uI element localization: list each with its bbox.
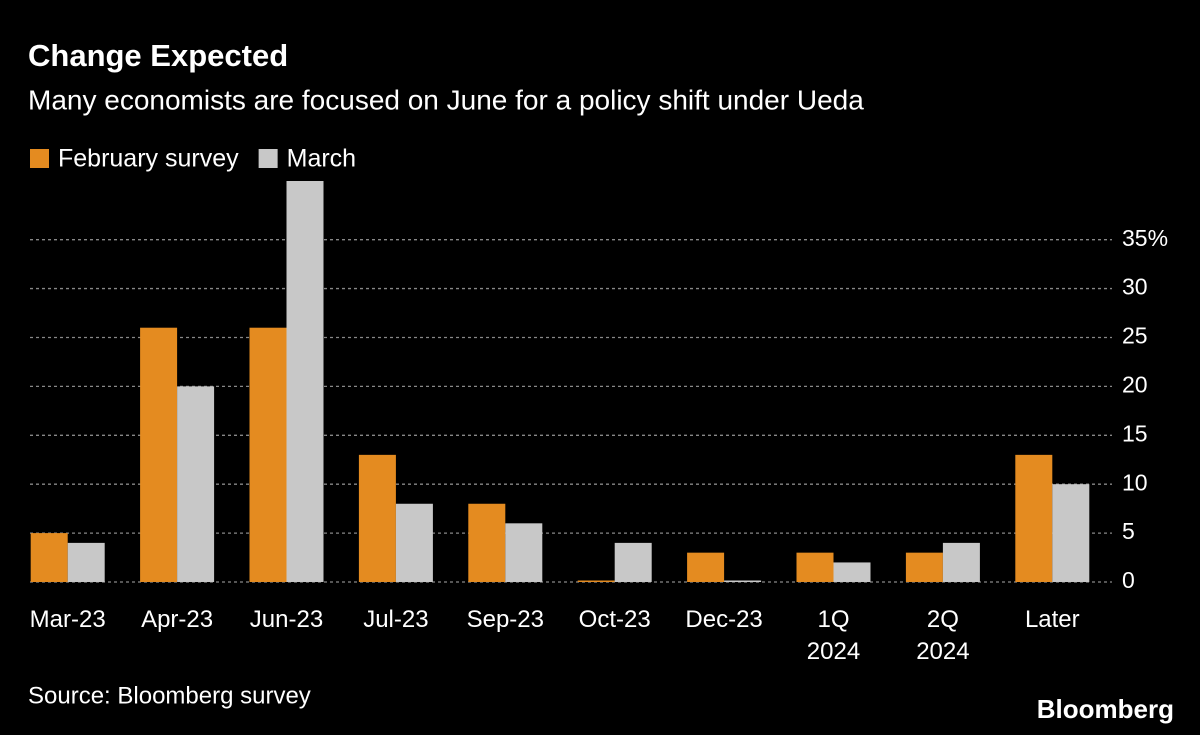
bar — [1015, 454, 1053, 582]
legend-swatch — [258, 149, 278, 168]
x-tick-label: Mar-23 — [29, 606, 106, 633]
x-tick-label: 1Q 2024 — [806, 606, 861, 665]
bar — [942, 542, 980, 582]
bar — [687, 552, 725, 582]
bar — [833, 562, 871, 582]
y-tick-label: 10 — [1122, 469, 1148, 495]
y-tick-label: 30 — [1122, 274, 1148, 300]
bar — [905, 552, 943, 582]
bar — [140, 327, 178, 582]
bar — [67, 542, 105, 582]
legend-label: February survey — [58, 145, 239, 173]
bar — [614, 542, 652, 582]
bar — [395, 503, 433, 582]
chart-subtitle: Many economists are focused on June for … — [28, 84, 864, 115]
bar — [577, 580, 615, 582]
legend-swatch — [30, 149, 49, 168]
bar — [249, 327, 287, 582]
y-tick-label: 25 — [1122, 323, 1148, 349]
bar — [358, 454, 396, 582]
x-tick-label: Oct-23 — [578, 606, 651, 633]
y-tick-label: 20 — [1122, 371, 1148, 397]
y-tick-label: 35% — [1122, 225, 1168, 251]
y-tick-label: 15 — [1122, 420, 1148, 446]
x-tick-label: Apr-23 — [141, 606, 214, 633]
bar — [30, 533, 68, 582]
brand: Bloomberg — [1037, 694, 1174, 724]
chart-title: Change Expected — [28, 38, 288, 73]
source: Source: Bloomberg survey — [28, 682, 311, 709]
bar — [796, 552, 834, 582]
bar — [505, 523, 543, 582]
x-tick-label: 2Q 2024 — [916, 606, 970, 665]
bar — [177, 386, 215, 582]
x-tick-label: Jul-23 — [363, 606, 429, 633]
y-tick-label: 5 — [1122, 518, 1135, 544]
x-tick-label: Later — [1024, 606, 1080, 633]
bar — [724, 580, 762, 582]
y-tick-label: 0 — [1122, 567, 1135, 593]
legend-label: March — [287, 145, 356, 173]
bar — [1052, 484, 1090, 582]
x-tick-label: Dec-23 — [685, 606, 763, 633]
x-tick-label: Sep-23 — [466, 606, 544, 633]
x-tick-label: Jun-23 — [249, 606, 324, 633]
bar — [286, 181, 324, 582]
bar — [468, 503, 506, 582]
